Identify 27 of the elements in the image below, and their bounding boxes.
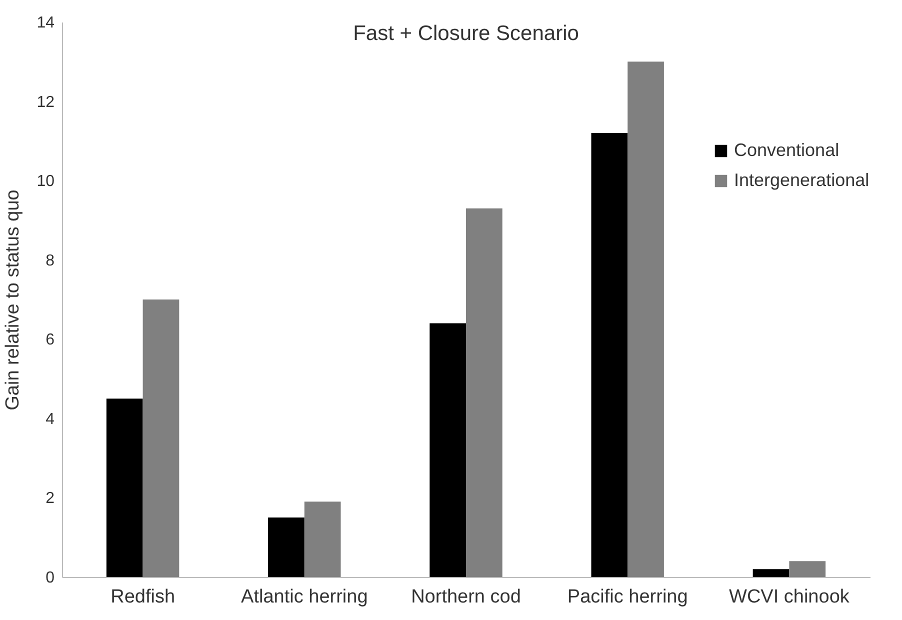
chart-title: Fast + Closure Scenario <box>353 22 579 45</box>
y-axis-title: Gain relative to status quo <box>2 190 24 410</box>
x-tick-label: Redfish <box>110 586 176 608</box>
legend-label: Conventional <box>734 140 840 160</box>
y-tick-label: 2 <box>46 490 55 508</box>
x-tick-label: Atlantic herring <box>241 586 368 608</box>
bar <box>789 561 826 577</box>
x-tick-label: Pacific herring <box>567 586 688 608</box>
bar <box>591 133 628 577</box>
bar <box>466 208 502 577</box>
bar <box>430 323 466 577</box>
legend-label: Intergenerational <box>734 170 870 190</box>
bar <box>142 300 180 577</box>
y-tick-label: 8 <box>46 252 55 270</box>
bar <box>304 502 341 577</box>
y-tick-label: 4 <box>46 410 55 428</box>
y-tick-label: 14 <box>36 14 55 32</box>
x-tick-label: Northern cod <box>411 586 521 608</box>
y-tick-label: 0 <box>46 570 55 586</box>
bar <box>752 569 790 577</box>
x-tick-label: WCVI chinook <box>729 586 850 608</box>
y-tick-label: 12 <box>36 94 55 111</box>
bar <box>106 398 143 577</box>
bar <box>628 62 664 577</box>
bar <box>268 518 304 577</box>
y-tick-label: 6 <box>46 332 55 349</box>
y-tick-label: 10 <box>36 173 55 190</box>
